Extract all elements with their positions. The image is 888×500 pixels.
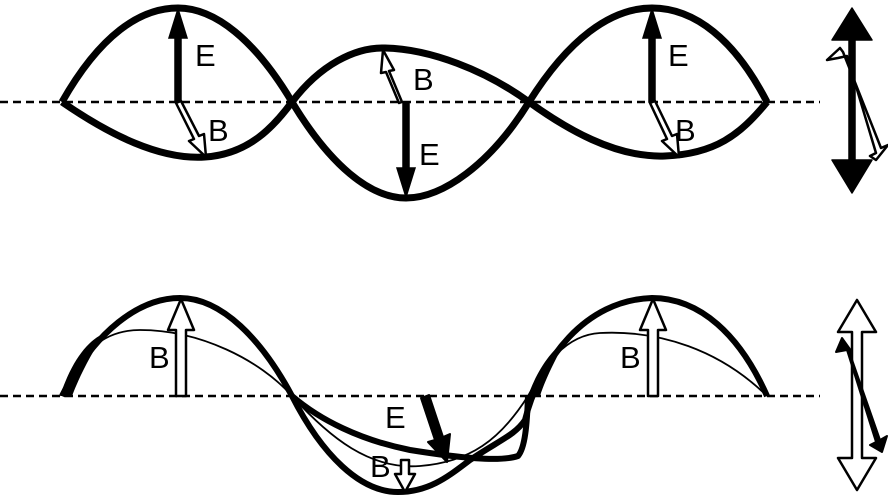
top-right-e-label: E	[668, 38, 689, 73]
bottom-center-b-arrow	[393, 458, 417, 494]
bottom-right-b-arrow	[638, 297, 668, 398]
bottom-main-wave	[59, 295, 770, 495]
bottom-thin-wave	[61, 329, 768, 468]
top-polarization-b-arrow	[825, 46, 888, 162]
bottom-center-b-label: B	[370, 449, 391, 484]
top-center-e-arrow	[395, 101, 417, 200]
top-center-b-label: B	[413, 62, 434, 97]
bottom-right-crescent-fill	[528, 340, 566, 396]
top-polarization-e-arrow	[831, 7, 873, 194]
top-right-b-arrow	[648, 99, 681, 159]
bottom-center-e-label: E	[385, 400, 406, 435]
top-panel: E B B E E B	[0, 4, 888, 202]
top-right-e-arrow	[641, 6, 663, 103]
bottom-center-e-arrow	[420, 394, 451, 463]
top-center-b-arrow	[379, 48, 404, 105]
top-left-e-arrow	[167, 6, 189, 103]
top-center-e-label: E	[419, 137, 440, 172]
bottom-right-b-label: B	[620, 340, 641, 375]
bottom-polarization-e-arrow	[835, 337, 888, 453]
top-left-e-label: E	[195, 38, 216, 73]
bottom-polarization-symbol	[835, 298, 888, 492]
top-right-b-label: B	[675, 113, 696, 148]
bottom-inner-strand	[290, 393, 531, 462]
bottom-left-b-label: B	[149, 340, 170, 375]
top-left-b-arrow	[174, 99, 208, 159]
bottom-panel: B E B B	[0, 295, 888, 495]
top-left-b-label: B	[208, 113, 229, 148]
top-polarization-symbol	[825, 7, 888, 194]
bottom-left-crescent-fill	[60, 333, 105, 396]
bottom-left-b-arrow	[166, 297, 196, 398]
bottom-polarization-b-arrow	[836, 298, 878, 492]
